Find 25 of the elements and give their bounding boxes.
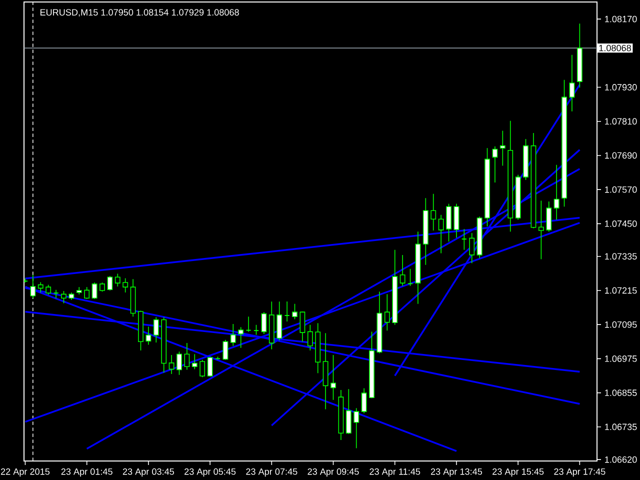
x-tick-label: 23 Apr 05:45 <box>184 468 236 477</box>
ref-line-label: 1.08068 <box>599 44 631 52</box>
x-tick-label: 23 Apr 11:45 <box>370 468 420 477</box>
x-tick-label: 23 Apr 09:45 <box>308 468 359 477</box>
x-tick-label: 23 Apr 03:45 <box>122 468 174 477</box>
y-tick-label: 1.07450 <box>605 220 637 227</box>
x-tick-label: 23 Apr 01:45 <box>61 468 112 477</box>
text: EURUSD,M15 1.07950 1.08154 1.07929 1.08068 <box>40 9 239 17</box>
y-tick-label: 1.07095 <box>605 321 637 328</box>
y-tick-label: 1.07810 <box>605 118 637 125</box>
y-tick-label: 1.07335 <box>605 253 637 260</box>
x-tick-label: 23 Apr 17:45 <box>554 468 606 477</box>
y-tick-label: 1.06975 <box>605 355 637 362</box>
y-tick-label: 1.07570 <box>605 186 637 193</box>
y-tick-label: 1.07215 <box>605 287 637 294</box>
y-tick-label: 1.06735 <box>605 424 637 430</box>
y-tick-label: 1.07690 <box>605 152 637 159</box>
x-tick-label: 22 Apr 2015 <box>0 468 50 477</box>
y-tick-label: 1.06855 <box>605 390 637 396</box>
y-tick-label: 1.06620 <box>605 456 637 463</box>
x-tick-label: 23 Apr 15:45 <box>492 468 544 477</box>
y-tick-label: 1.08170 <box>605 16 637 22</box>
y-tick-label: 1.07930 <box>605 84 637 90</box>
x-tick-label: 23 Apr 13:45 <box>430 468 482 477</box>
x-tick-label: 23 Apr 07:45 <box>246 468 298 477</box>
